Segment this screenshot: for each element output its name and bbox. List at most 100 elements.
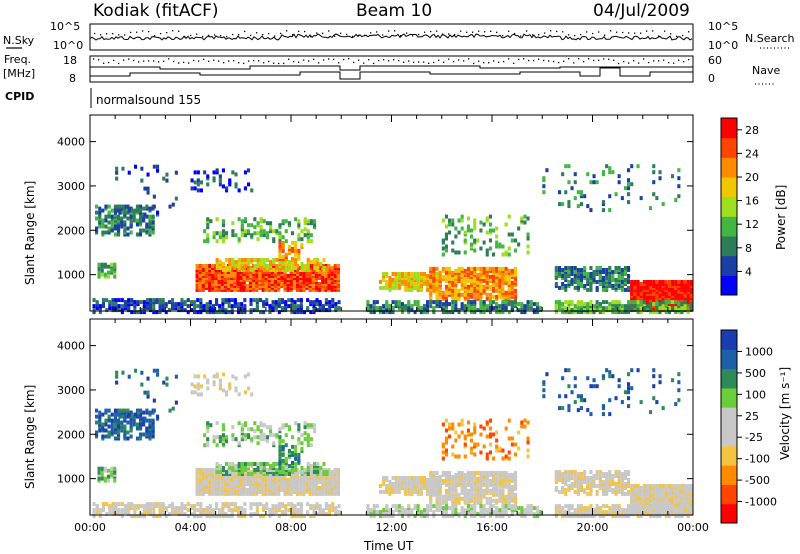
power-cell: [312, 308, 316, 313]
power-cell: [291, 246, 295, 251]
velocity-cell: [256, 462, 260, 466]
power-ylabel: Slant Range [km]: [23, 181, 37, 285]
power-cell: [388, 282, 392, 286]
velocity-cell: [240, 423, 244, 428]
nsearch-dot: [280, 32, 282, 35]
velocity-cell: [204, 468, 208, 472]
velocity-cell: [204, 472, 208, 476]
power-cell: [262, 219, 266, 224]
power-cell: [517, 308, 521, 313]
power-cell: [103, 262, 107, 267]
velocity-cell: [372, 504, 376, 509]
power-cell: [237, 306, 241, 311]
power-cell: [567, 300, 571, 305]
nsearch-dot: [214, 34, 216, 36]
velocity-cell: [488, 470, 492, 475]
velocity-cell: [488, 432, 492, 437]
power-cell: [451, 276, 455, 281]
power-cell: [598, 274, 602, 278]
velocity-cell: [211, 512, 215, 517]
power-cell: [492, 288, 496, 293]
power-cell: [196, 298, 200, 303]
velocity-cell: [492, 486, 496, 491]
velocity-cell: [495, 438, 499, 443]
velocity-cell: [292, 484, 296, 488]
velocity-cell: [375, 504, 379, 509]
velocity-cell: [155, 502, 159, 507]
velocity-cell: [110, 472, 114, 477]
power-cell: [649, 280, 653, 284]
velocity-cell: [201, 472, 205, 476]
power-cell: [107, 220, 111, 225]
power-cell: [123, 204, 127, 209]
velocity-cell: [435, 484, 439, 489]
velocity-cell: [526, 436, 530, 441]
power-cell: [520, 302, 524, 307]
power-cell: [473, 288, 477, 293]
power-cell: [429, 300, 433, 305]
velocity-cell: [189, 512, 193, 517]
velocity-cell: [221, 466, 225, 470]
velocity-cell: [193, 504, 197, 509]
velocity-cell: [195, 468, 199, 472]
power-cell: [281, 235, 285, 240]
power-cell: [623, 287, 627, 292]
velocity-cell: [237, 462, 241, 466]
velocity-cell: [306, 433, 310, 438]
nave-dot: [603, 58, 605, 60]
nave-dot: [343, 58, 345, 61]
power-cell: [236, 274, 240, 278]
power-cell: [262, 229, 266, 234]
power-cell: [655, 196, 659, 201]
power-cell: [183, 308, 187, 313]
power-cell: [479, 266, 483, 271]
power-cell: [247, 268, 251, 272]
power-cell: [492, 294, 496, 299]
power-cell: [532, 302, 536, 307]
velocity-cell: [101, 506, 105, 511]
velocity-cell: [444, 494, 448, 499]
velocity-cell: [510, 484, 514, 489]
power-cell: [180, 298, 184, 303]
velocity-cell: [426, 478, 430, 482]
power-cell: [108, 306, 112, 311]
power-cell: [583, 194, 587, 199]
power-cell: [269, 225, 273, 230]
power-cell: [322, 266, 326, 270]
velocity-cell: [101, 412, 105, 417]
power-cell: [148, 220, 152, 225]
velocity-cell: [262, 466, 266, 470]
velocity-cell: [297, 437, 301, 442]
power-cell: [107, 226, 111, 231]
power-cell: [400, 310, 404, 315]
power-cell: [451, 288, 455, 293]
power-cell: [230, 298, 234, 303]
power-cell: [397, 272, 401, 276]
power-cell: [281, 266, 285, 270]
velocity-cell: [95, 504, 99, 509]
velocity-cell: [171, 502, 175, 507]
nave-dot: [668, 61, 670, 64]
power-cell: [224, 308, 228, 313]
power-cell: [249, 302, 253, 307]
velocity-cell: [101, 502, 105, 507]
nsearch-dot: [652, 30, 654, 32]
nsearch-dot: [328, 30, 330, 32]
nsearch-dot: [472, 31, 474, 33]
power-cell: [444, 284, 448, 289]
power-cell: [536, 310, 540, 315]
power-cell: [247, 182, 251, 187]
velocity-cell: [306, 443, 310, 448]
velocity-cell: [410, 508, 414, 513]
power-cell: [139, 300, 143, 305]
velocity-cell: [485, 484, 489, 489]
power-cell: [400, 280, 404, 284]
velocity-cell: [504, 470, 508, 475]
freq-label: Freq.: [4, 53, 31, 66]
velocity-cell: [250, 472, 254, 476]
velocity-cell: [135, 422, 139, 427]
power-cell: [328, 300, 332, 305]
nsearch-dot: [382, 34, 384, 36]
power-cell: [324, 272, 328, 276]
